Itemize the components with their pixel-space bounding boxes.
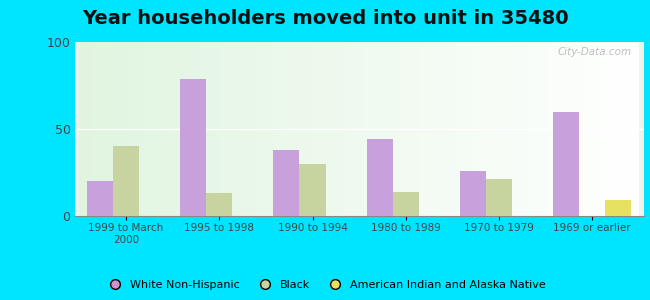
Bar bbox=[553, 112, 579, 216]
Bar bbox=[300, 164, 326, 216]
Bar bbox=[206, 194, 232, 216]
Bar bbox=[605, 200, 631, 216]
Bar bbox=[393, 192, 419, 216]
Text: Year householders moved into unit in 35480: Year householders moved into unit in 354… bbox=[82, 9, 568, 28]
Bar bbox=[274, 150, 300, 216]
Text: City-Data.com: City-Data.com bbox=[558, 47, 632, 57]
Bar bbox=[486, 179, 512, 216]
Bar bbox=[180, 79, 206, 216]
Legend: White Non-Hispanic, Black, American Indian and Alaska Native: White Non-Hispanic, Black, American Indi… bbox=[99, 276, 551, 294]
Bar bbox=[113, 146, 139, 216]
Bar bbox=[87, 181, 113, 216]
Bar bbox=[460, 171, 486, 216]
Bar bbox=[367, 140, 393, 216]
